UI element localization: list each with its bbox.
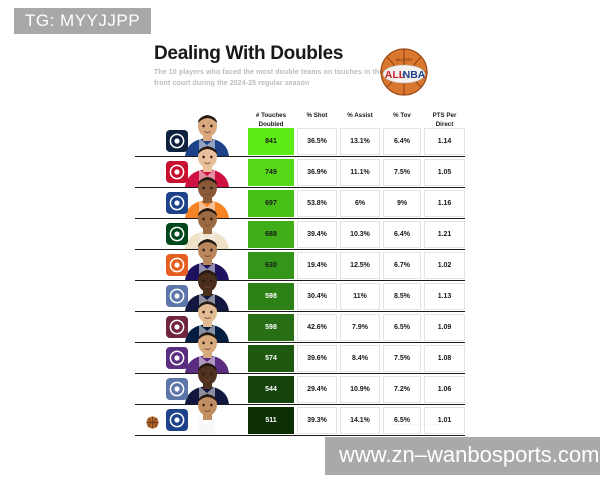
cell-pct-assist: 10.9% [340, 375, 380, 403]
cell-touches-doubled: 630 [248, 251, 294, 279]
cell-pts-per-direct: 1.02 [424, 251, 465, 279]
faint-watermark: —————— [392, 421, 440, 428]
column-header-text: % Tov [393, 112, 411, 119]
cell-pts-per-direct: 1.13 [424, 282, 465, 310]
cell-touches-doubled: 688 [248, 220, 294, 248]
column-header-touches-doubled: # Touches Doubled [248, 112, 294, 129]
cell-pct-tov: 8.5% [383, 282, 421, 310]
cell-pct-assist: 7.9% [340, 313, 380, 341]
cell-pct-tov: 6.4% [383, 127, 421, 155]
table-row: 749 36.9% 11.1% 7.5% 1.05 [135, 146, 465, 188]
player-portrait [165, 391, 250, 435]
cell-pts-per-direct: 1.06 [424, 375, 465, 403]
team-logo-icon [166, 347, 188, 369]
cell-touches-doubled: 841 [248, 127, 294, 155]
cell-pct-shot: 30.4% [297, 282, 337, 310]
team-logo-icon [166, 254, 188, 276]
team-logo-icon [166, 316, 188, 338]
infographic-card: Dealing With Doubles The 10 players who … [135, 22, 465, 437]
row-cells: 688 39.4% 10.3% 6.4% 1.21 [248, 219, 465, 249]
row-cells: 598 42.6% 7.9% 6.5% 1.09 [248, 312, 465, 342]
cell-pct-shot: 42.6% [297, 313, 337, 341]
column-header-text: % Assist [347, 112, 373, 119]
team-logo-icon [166, 285, 188, 307]
table-row: 511 39.3% 14.1% 6.5% 1.01 [135, 394, 465, 436]
row-cells: 544 29.4% 10.9% 7.2% 1.06 [248, 374, 465, 404]
players-table: 841 36.5% 13.1% 6.4% 1.14 749 36.9% 11.1% 7.5% 1.… [135, 115, 465, 436]
row-cells: 697 53.8% 6% 9% 1.16 [248, 188, 465, 218]
cell-pct-assist: 8.4% [340, 344, 380, 372]
column-header-pct-shot: % Shot [297, 112, 337, 121]
cell-pct-assist: 6% [340, 189, 380, 217]
column-header-pts-per-direct: PTS Per Direct [424, 112, 465, 129]
page-title: Dealing With Doubles [154, 43, 344, 64]
svg-text:NBA: NBA [403, 69, 426, 81]
all-nba-logo-subtext: ALL CITY [396, 58, 413, 62]
cell-pct-shot: 53.8% [297, 189, 337, 217]
row-cells: 511 39.3% 14.1% 6.5% 1.01 [248, 405, 465, 435]
cell-touches-doubled: 598 [248, 313, 294, 341]
table-row: 598 30.4% 11% 8.5% 1.13 [135, 270, 465, 312]
cell-touches-doubled: 598 [248, 282, 294, 310]
all-nba-logo-icon: ALL CITY ALL NBA [373, 41, 435, 103]
cell-pts-per-direct: 1.14 [424, 127, 465, 155]
table-row: 544 29.4% 10.9% 7.2% 1.06 [135, 363, 465, 405]
row-cells: 598 30.4% 11% 8.5% 1.13 [248, 281, 465, 311]
cell-pct-shot: 29.4% [297, 375, 337, 403]
cell-pts-per-direct: 1.21 [424, 220, 465, 248]
column-header-text: PTS Per Direct [432, 112, 457, 128]
row-cells: 630 19.4% 12.5% 6.7% 1.02 [248, 250, 465, 280]
cell-pts-per-direct: 1.08 [424, 344, 465, 372]
column-header-pct-tov: % Tov [383, 112, 421, 121]
cell-touches-doubled: 749 [248, 158, 294, 186]
page-subtitle: The 10 players who faced the most double… [154, 69, 384, 87]
table-row: 574 39.6% 8.4% 7.5% 1.08 [135, 332, 465, 374]
cell-touches-doubled: 511 [248, 406, 294, 434]
telegram-watermark: TG: MYYJJPP [14, 8, 152, 34]
column-header-text: # Touches Doubled [255, 112, 287, 128]
cell-pct-tov: 7.5% [383, 158, 421, 186]
basketball-icon [145, 415, 160, 430]
cell-pct-tov: 6.7% [383, 251, 421, 279]
cell-touches-doubled: 544 [248, 375, 294, 403]
column-header-pct-assist: % Assist [340, 112, 380, 121]
cell-pct-shot: 39.4% [297, 220, 337, 248]
team-logo-icon [166, 378, 188, 400]
cell-pct-tov: 6.4% [383, 220, 421, 248]
site-watermark: www.zn–wanbosports.com [325, 437, 600, 475]
row-cells: 749 36.9% 11.1% 7.5% 1.05 [248, 157, 465, 187]
cell-pts-per-direct: 1.16 [424, 189, 465, 217]
cell-pct-assist: 12.5% [340, 251, 380, 279]
cell-pts-per-direct: 1.01 [424, 406, 465, 434]
cell-pct-shot: 39.6% [297, 344, 337, 372]
cell-pct-assist: 14.1% [340, 406, 380, 434]
cell-pct-assist: 11% [340, 282, 380, 310]
cell-pct-shot: 19.4% [297, 251, 337, 279]
cell-pct-tov: 7.5% [383, 344, 421, 372]
cell-pct-assist: 10.3% [340, 220, 380, 248]
cell-pct-shot: 39.3% [297, 406, 337, 434]
cell-pct-tov: 9% [383, 189, 421, 217]
cell-pct-shot: 36.5% [297, 127, 337, 155]
column-header-text: % Shot [306, 112, 328, 119]
team-logo-icon [166, 409, 188, 431]
team-logo-icon [166, 130, 188, 152]
row-cells: 574 39.6% 8.4% 7.5% 1.08 [248, 343, 465, 373]
cell-touches-doubled: 574 [248, 344, 294, 372]
team-logo-icon [166, 223, 188, 245]
row-cells: 841 36.5% 13.1% 6.4% 1.14 [248, 126, 465, 156]
cell-pct-tov: 7.2% [383, 375, 421, 403]
cell-pct-tov: 6.5% [383, 313, 421, 341]
cell-pct-assist: 13.1% [340, 127, 380, 155]
cell-pct-tov: 6.5% [383, 406, 421, 434]
table-row: 598 42.6% 7.9% 6.5% 1.09 [135, 301, 465, 343]
cell-pct-assist: 11.1% [340, 158, 380, 186]
cell-pts-per-direct: 1.05 [424, 158, 465, 186]
svg-text:ALL: ALL [385, 69, 406, 81]
cell-pct-shot: 36.9% [297, 158, 337, 186]
cell-pts-per-direct: 1.09 [424, 313, 465, 341]
team-logo-icon [166, 192, 188, 214]
cell-touches-doubled: 697 [248, 189, 294, 217]
team-logo-icon [166, 161, 188, 183]
